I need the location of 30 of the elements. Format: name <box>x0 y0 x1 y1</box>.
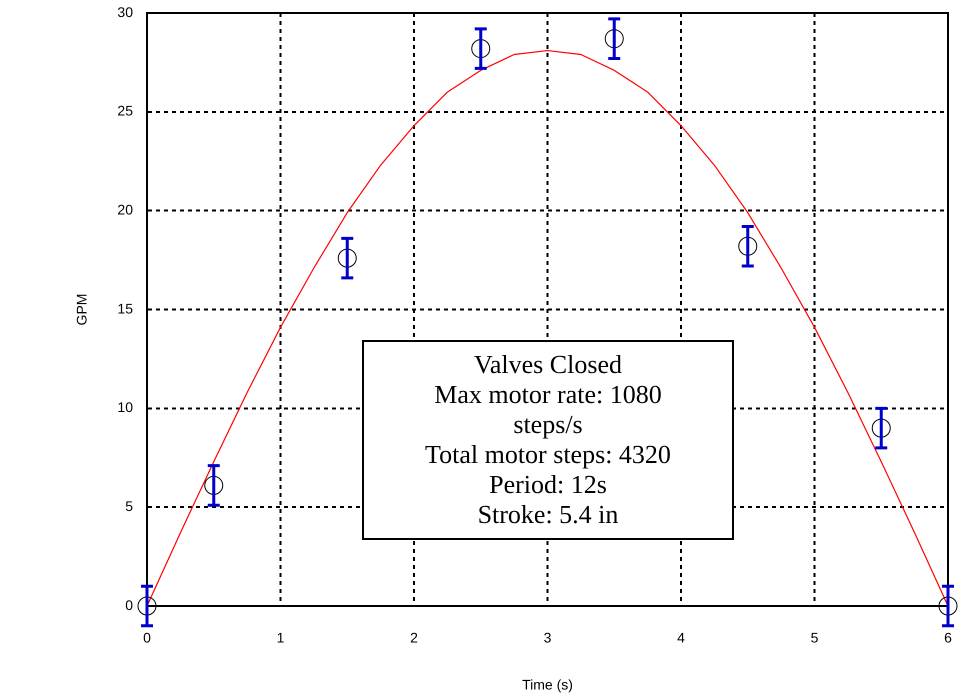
x-axis-title: Time (s) <box>522 676 573 692</box>
point <box>138 596 156 616</box>
y-tick-label: 30 <box>117 4 134 20</box>
point <box>604 29 624 48</box>
y-axis-title: GPM <box>73 294 90 326</box>
point <box>872 418 891 438</box>
x-tick-label: 3 <box>544 629 552 646</box>
x-tick-label: 2 <box>410 629 418 646</box>
point <box>738 236 758 256</box>
x-tick-label: 5 <box>810 629 819 646</box>
annotation: Period: 12s <box>488 470 608 500</box>
annotation: Valves Closed <box>472 350 624 380</box>
annotation: Stroke: 5.4 in <box>476 500 620 530</box>
point <box>938 596 958 616</box>
point <box>204 476 224 495</box>
x-tick-label: 6 <box>944 629 952 646</box>
y-tick-label: 25 <box>117 102 134 119</box>
x-tick-label: 1 <box>276 629 285 646</box>
annotation: steps/s <box>512 410 584 440</box>
x-tick-label: 0 <box>143 629 152 646</box>
y-tick-label: 15 <box>117 300 134 316</box>
y-tick-label: 5 <box>125 498 134 514</box>
point <box>338 248 357 268</box>
annotation: Total motor steps: 4320 <box>424 440 672 470</box>
y-tick-label: 20 <box>117 202 134 218</box>
y-tick-label: 10 <box>117 399 134 416</box>
point <box>471 39 490 58</box>
x-tick-label: 4 <box>677 629 686 646</box>
annotation: Max motor rate: 1080 <box>433 380 663 410</box>
y-tick-label: 0 <box>125 596 134 613</box>
